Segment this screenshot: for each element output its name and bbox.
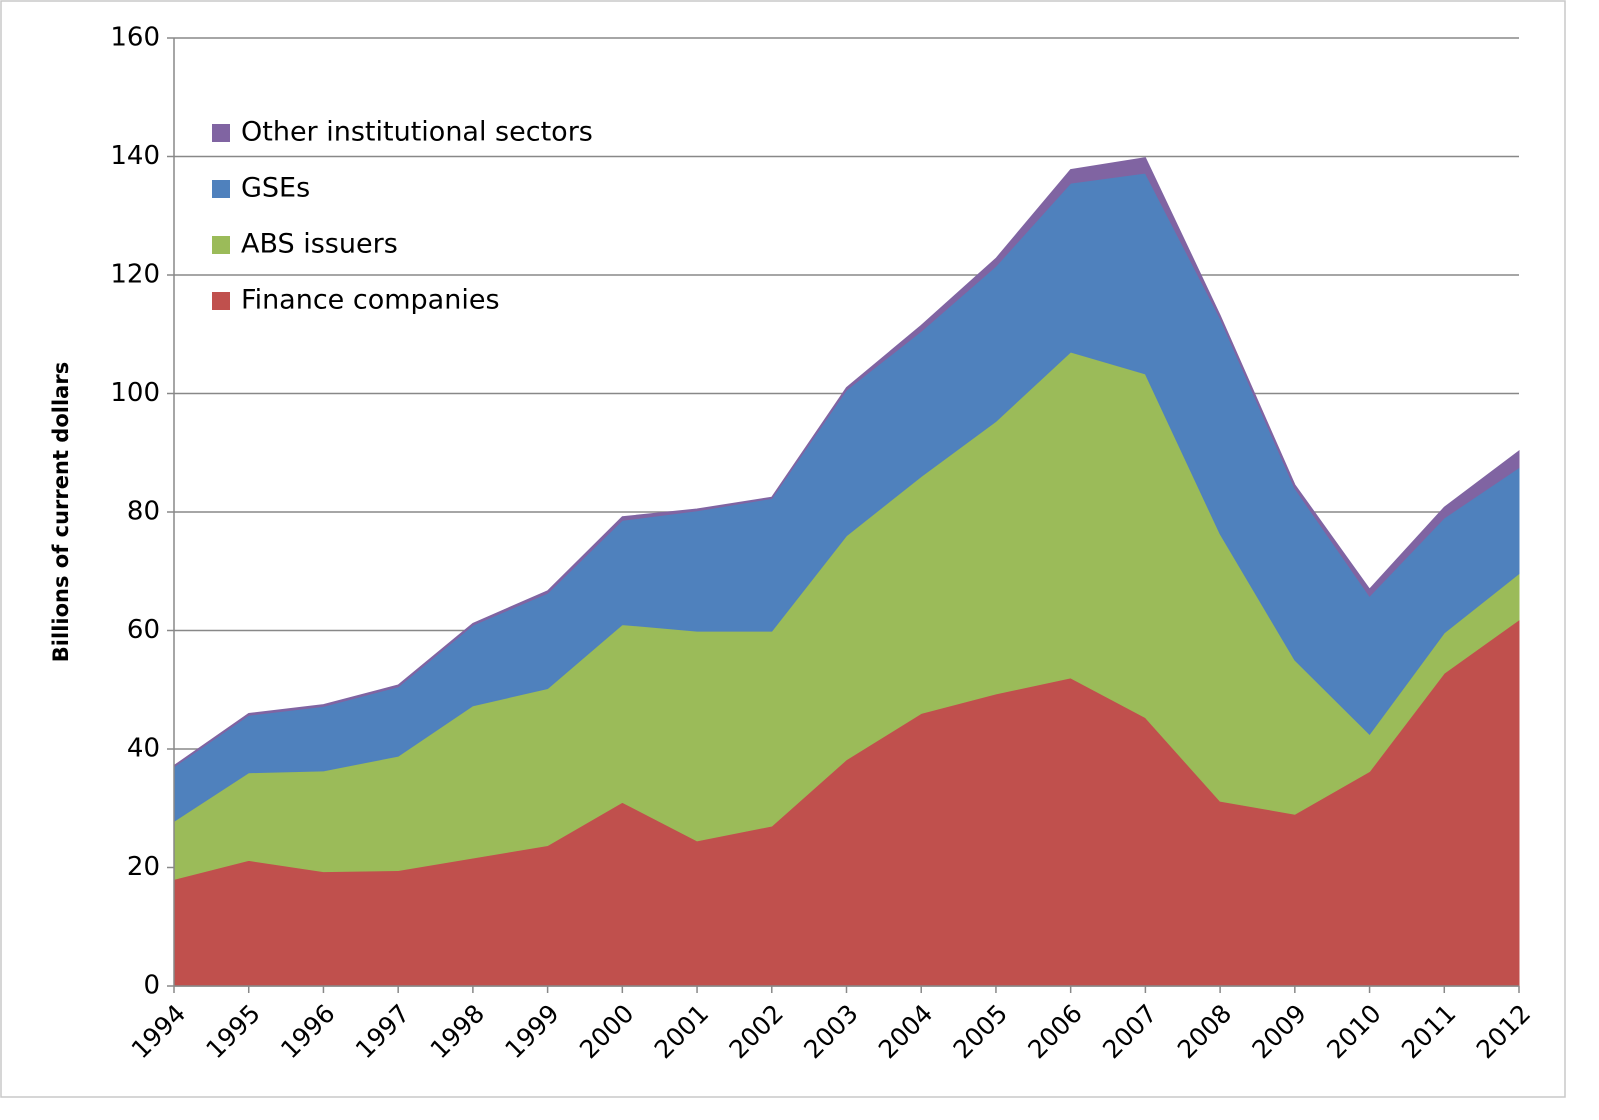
legend-swatch (212, 124, 230, 142)
legend-label: Other institutional sectors (241, 117, 593, 148)
y-axis-label: Billions of current dollars (49, 362, 73, 662)
y-tick-label: 140 (110, 141, 160, 171)
legend-label: ABS issuers (241, 229, 398, 260)
legend-swatch (212, 236, 230, 254)
y-tick-label: 160 (110, 23, 160, 53)
area (173, 157, 1520, 768)
legend-swatch (212, 180, 230, 198)
legend-label: Finance companies (241, 285, 500, 316)
y-tick-label: 60 (127, 615, 160, 645)
legend-swatch (212, 292, 230, 310)
y-tick-label: 80 (127, 497, 160, 527)
y-tick-label: 0 (143, 971, 160, 1001)
y-tick-label: 120 (110, 260, 160, 290)
y-tick-label: 40 (127, 734, 160, 764)
legend-label: GSEs (241, 173, 310, 204)
y-tick-label: 100 (110, 378, 160, 408)
y-tick-label: 20 (127, 852, 160, 882)
